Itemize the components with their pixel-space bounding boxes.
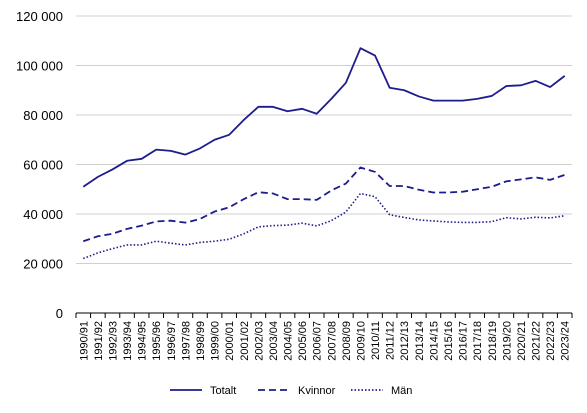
x-tick-label: 2015/16	[443, 321, 455, 361]
x-tick-label: 2013/14	[414, 321, 426, 361]
x-tick-label: 2001/02	[239, 321, 251, 361]
x-tick-label: 2005/06	[297, 321, 309, 361]
gridlines	[76, 15, 572, 264]
x-tick-label: 2017/18	[472, 321, 484, 361]
x-tick-label: 2012/13	[399, 321, 411, 361]
x-tick-label: 1992/93	[107, 321, 119, 361]
x-tick-label: 2006/07	[312, 321, 324, 361]
x-tick-label: 1998/99	[195, 321, 207, 361]
x-tick-label: 2021/22	[531, 321, 543, 361]
x-tick-label: 1996/97	[166, 321, 178, 361]
y-axis-ticks: 0 20 000 40 000 60 000 80 000 100 000 120 000	[16, 9, 63, 321]
series-lines	[82, 47, 566, 260]
x-tick-label: 2004/05	[283, 321, 295, 361]
x-tick-label: 2008/09	[341, 321, 353, 361]
x-tick-label: 1990/91	[78, 321, 90, 361]
y-tick-label: 120 000	[16, 9, 63, 24]
legend: Totalt Kvinnor Män	[170, 385, 412, 397]
x-tick-label: 2023/24	[560, 321, 572, 361]
y-tick-label: 20 000	[23, 257, 63, 272]
x-tick-label: 1994/95	[137, 321, 149, 361]
x-tick-label: 2022/23	[545, 321, 557, 361]
x-tick-label: 2000/01	[224, 321, 236, 361]
y-tick-label: 60 000	[23, 158, 63, 173]
series-line-2	[82, 192, 565, 260]
y-tick-label: 100 000	[16, 59, 63, 74]
y-tick-label: 40 000	[23, 207, 63, 222]
x-tick-label: 2011/12	[385, 321, 397, 360]
x-tick-label: 2009/10	[355, 321, 367, 361]
x-tick-label: 2010/11	[370, 321, 382, 360]
x-tick-label: 2018/19	[487, 321, 499, 361]
legend-label: Totalt	[210, 385, 236, 397]
y-tick-label: 80 000	[23, 108, 63, 123]
series-line-0	[82, 47, 566, 188]
legend-label: Kvinnor	[298, 385, 336, 397]
legend-label: Män	[391, 385, 412, 397]
x-tick-label: 2020/21	[516, 321, 528, 361]
x-tick-label: 1993/94	[122, 321, 134, 361]
x-tick-label: 1997/98	[180, 321, 192, 361]
x-tick-label: 2014/15	[428, 321, 440, 361]
x-tick-label: 2016/17	[458, 321, 470, 361]
x-tick-label: 2002/03	[253, 321, 265, 361]
y-tick-label: 0	[56, 306, 63, 321]
x-tick-label: 2019/20	[501, 321, 513, 361]
x-tick-label: 2003/04	[268, 321, 280, 361]
x-tick-label: 1999/00	[210, 321, 222, 361]
series-line-1	[83, 166, 565, 243]
x-tick-label: 1991/92	[93, 321, 105, 361]
x-axis-ticks: 1990/91 1991/92 1992/93 1993/94 1994/95 1995/…	[75, 313, 573, 361]
x-tick-label: 1995/96	[151, 321, 163, 361]
x-tick-label: 2007/08	[326, 321, 338, 361]
